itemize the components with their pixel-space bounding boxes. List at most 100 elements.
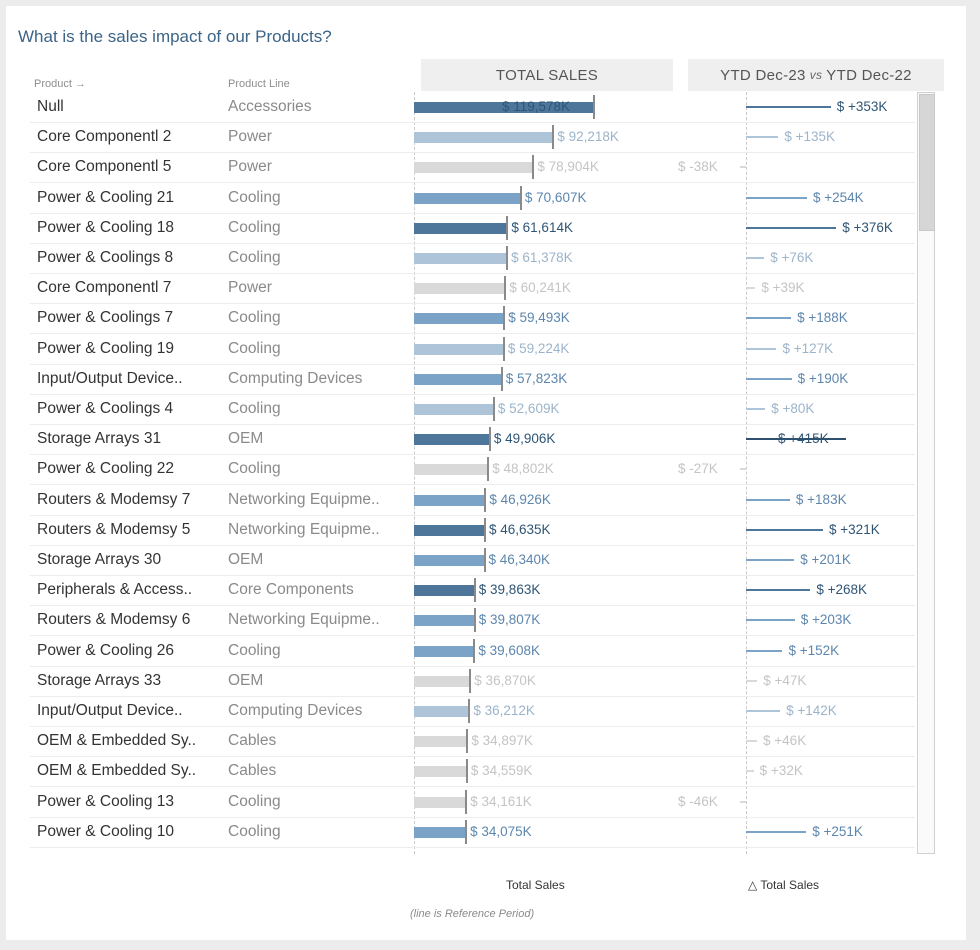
delta-line[interactable] [746, 649, 783, 652]
sales-bar[interactable] [414, 645, 474, 657]
table-row[interactable]: Power & Coolings 8 Cooling $ 61,378K $ +76K [30, 243, 915, 274]
vertical-scrollbar[interactable] [917, 92, 935, 854]
sales-bar[interactable] [414, 615, 474, 627]
sales-bar[interactable] [414, 102, 594, 113]
product-name: Core Componentl 5 [37, 158, 172, 176]
delta-line[interactable] [746, 257, 765, 259]
total-sales-header[interactable]: TOTAL SALES [421, 59, 673, 91]
delta-line[interactable] [746, 498, 790, 501]
sales-bar[interactable] [414, 555, 484, 566]
delta-line[interactable] [746, 438, 846, 441]
delta-line[interactable] [746, 226, 837, 229]
table-row[interactable]: Routers & Modemsy 6 Networking Equipme.. $… [30, 605, 915, 637]
scrollbar-thumb[interactable] [919, 94, 935, 231]
delta-line[interactable] [746, 710, 781, 712]
delta-line[interactable] [746, 770, 754, 773]
product-column-header[interactable]: Product → [34, 78, 86, 90]
table-row[interactable]: Power & Cooling 13 Cooling $ 34,161K $ -46K [30, 787, 915, 818]
sales-bar[interactable] [414, 222, 507, 234]
sales-value-label: $ 119,578K [502, 99, 571, 114]
sales-value-label: $ 92,218K [557, 129, 619, 145]
delta-line[interactable] [746, 408, 766, 410]
sales-bar[interactable] [414, 192, 520, 204]
table-row[interactable]: Power & Coolings 7 Cooling $ 59,493K $ +188… [30, 303, 915, 335]
delta-line[interactable] [746, 528, 824, 531]
sales-bar[interactable] [414, 162, 533, 174]
reference-period-line [468, 699, 471, 723]
table-row[interactable]: Storage Arrays 30 OEM $ 46,340K $ +201K [30, 545, 915, 576]
product-name: Power & Coolings 7 [37, 309, 174, 327]
sales-bar[interactable] [414, 706, 469, 717]
sales-bar[interactable] [414, 585, 474, 597]
delta-line[interactable] [746, 740, 758, 743]
sales-bar[interactable] [414, 132, 553, 144]
sales-bar[interactable] [414, 283, 505, 295]
delta-line[interactable] [746, 589, 811, 592]
ytd-comparison-header[interactable]: YTD Dec-23 vs YTD Dec-22 [688, 59, 944, 91]
sales-value-label: $ 70,607K [524, 189, 587, 205]
sales-bar[interactable] [414, 404, 493, 415]
reference-period-line [532, 155, 535, 180]
delta-line[interactable] [746, 830, 807, 833]
delta-line[interactable] [746, 679, 758, 682]
ytd-vs-label: vs [809, 68, 823, 82]
sales-bar[interactable] [414, 524, 484, 536]
product-name: Power & Cooling 10 [37, 822, 174, 840]
sales-value-label: $ 78,904K [537, 159, 599, 175]
table-row[interactable]: Power & Cooling 10 Cooling $ 34,075K $ +251… [30, 817, 915, 848]
table-row[interactable]: Power & Cooling 26 Cooling $ 39,608K $ +152… [30, 636, 915, 667]
table-row[interactable]: Power & Cooling 18 Cooling $ 61,614K $ +376… [30, 213, 915, 244]
delta-line[interactable] [746, 559, 795, 561]
sales-bar[interactable] [414, 675, 470, 687]
sales-bar[interactable] [414, 434, 489, 446]
product-line-column-header[interactable]: Product Line [228, 78, 290, 90]
table-row[interactable]: OEM & Embedded Sy.. Cables $ 34,897K $ +46K [30, 726, 915, 758]
delta-line[interactable] [746, 106, 831, 108]
product-line: OEM [228, 551, 264, 568]
reference-period-line [503, 306, 506, 331]
table-row[interactable]: Power & Cooling 22 Cooling $ 48,802K $ -27K [30, 454, 915, 486]
product-name: Storage Arrays 30 [37, 551, 162, 568]
delta-line[interactable] [746, 347, 777, 350]
product-name: OEM & Embedded Sy.. [37, 762, 197, 780]
table-row[interactable]: Core Componentl 7 Power $ 60,241K $ +39K [30, 273, 915, 305]
product-line: OEM [228, 430, 264, 448]
table-row[interactable]: Core Componentl 2 Power $ 92,218K $ +135K [30, 122, 915, 154]
table-row[interactable]: Null Accessories $ 119,578K $ +353K [30, 92, 915, 123]
delta-line[interactable] [740, 800, 746, 803]
table-row[interactable]: Storage Arrays 33 OEM $ 36,870K $ +47K [30, 666, 915, 697]
product-line: Cooling [228, 641, 281, 659]
sales-bar[interactable] [414, 343, 503, 355]
sales-bar[interactable] [414, 766, 466, 778]
delta-line[interactable] [746, 136, 779, 139]
delta-line[interactable] [746, 619, 795, 622]
table-row[interactable]: Core Componentl 5 Power $ 78,904K $ -38K [30, 152, 915, 184]
table-row[interactable]: Input/Output Device.. Computing Devices $ … [30, 696, 915, 727]
product-line: Cables [228, 762, 277, 780]
sales-bar[interactable] [414, 313, 504, 325]
sales-bar[interactable] [414, 253, 507, 264]
table-row[interactable]: Power & Coolings 4 Cooling $ 52,609K $ +80K [30, 394, 915, 425]
delta-line[interactable] [740, 166, 746, 169]
sales-bar[interactable] [414, 494, 485, 506]
delta-line[interactable] [746, 287, 756, 290]
sales-bar[interactable] [414, 373, 501, 385]
sales-bar[interactable] [414, 826, 466, 838]
table-row[interactable]: Power & Cooling 21 Cooling $ 70,607K $ +254… [30, 183, 915, 214]
table-row[interactable]: Peripherals & Access.. Core Components $ 3… [30, 575, 915, 607]
ytd-current-label: YTD Dec-23 [720, 66, 806, 84]
page-title: What is the sales impact of our Products… [18, 27, 332, 46]
delta-line[interactable] [746, 377, 792, 380]
table-row[interactable]: Input/Output Device.. Computing Devices $ … [30, 364, 915, 395]
delta-line[interactable] [740, 468, 746, 471]
sales-bar[interactable] [414, 796, 466, 808]
table-row[interactable]: OEM & Embedded Sy.. Cables $ 34,559K $ +32K [30, 756, 915, 788]
table-row[interactable]: Routers & Modemsy 7 Networking Equipme.. $… [30, 485, 915, 516]
sales-bar[interactable] [414, 736, 467, 748]
table-row[interactable]: Storage Arrays 31 OEM $ 49,906K $ +415K [30, 424, 915, 456]
table-row[interactable]: Routers & Modemsy 5 Networking Equipme.. $… [30, 515, 915, 546]
table-row[interactable]: Power & Cooling 19 Cooling $ 59,224K $ +127… [30, 334, 915, 365]
delta-line[interactable] [746, 196, 807, 199]
sales-bar[interactable] [414, 464, 488, 476]
delta-line[interactable] [746, 317, 792, 320]
